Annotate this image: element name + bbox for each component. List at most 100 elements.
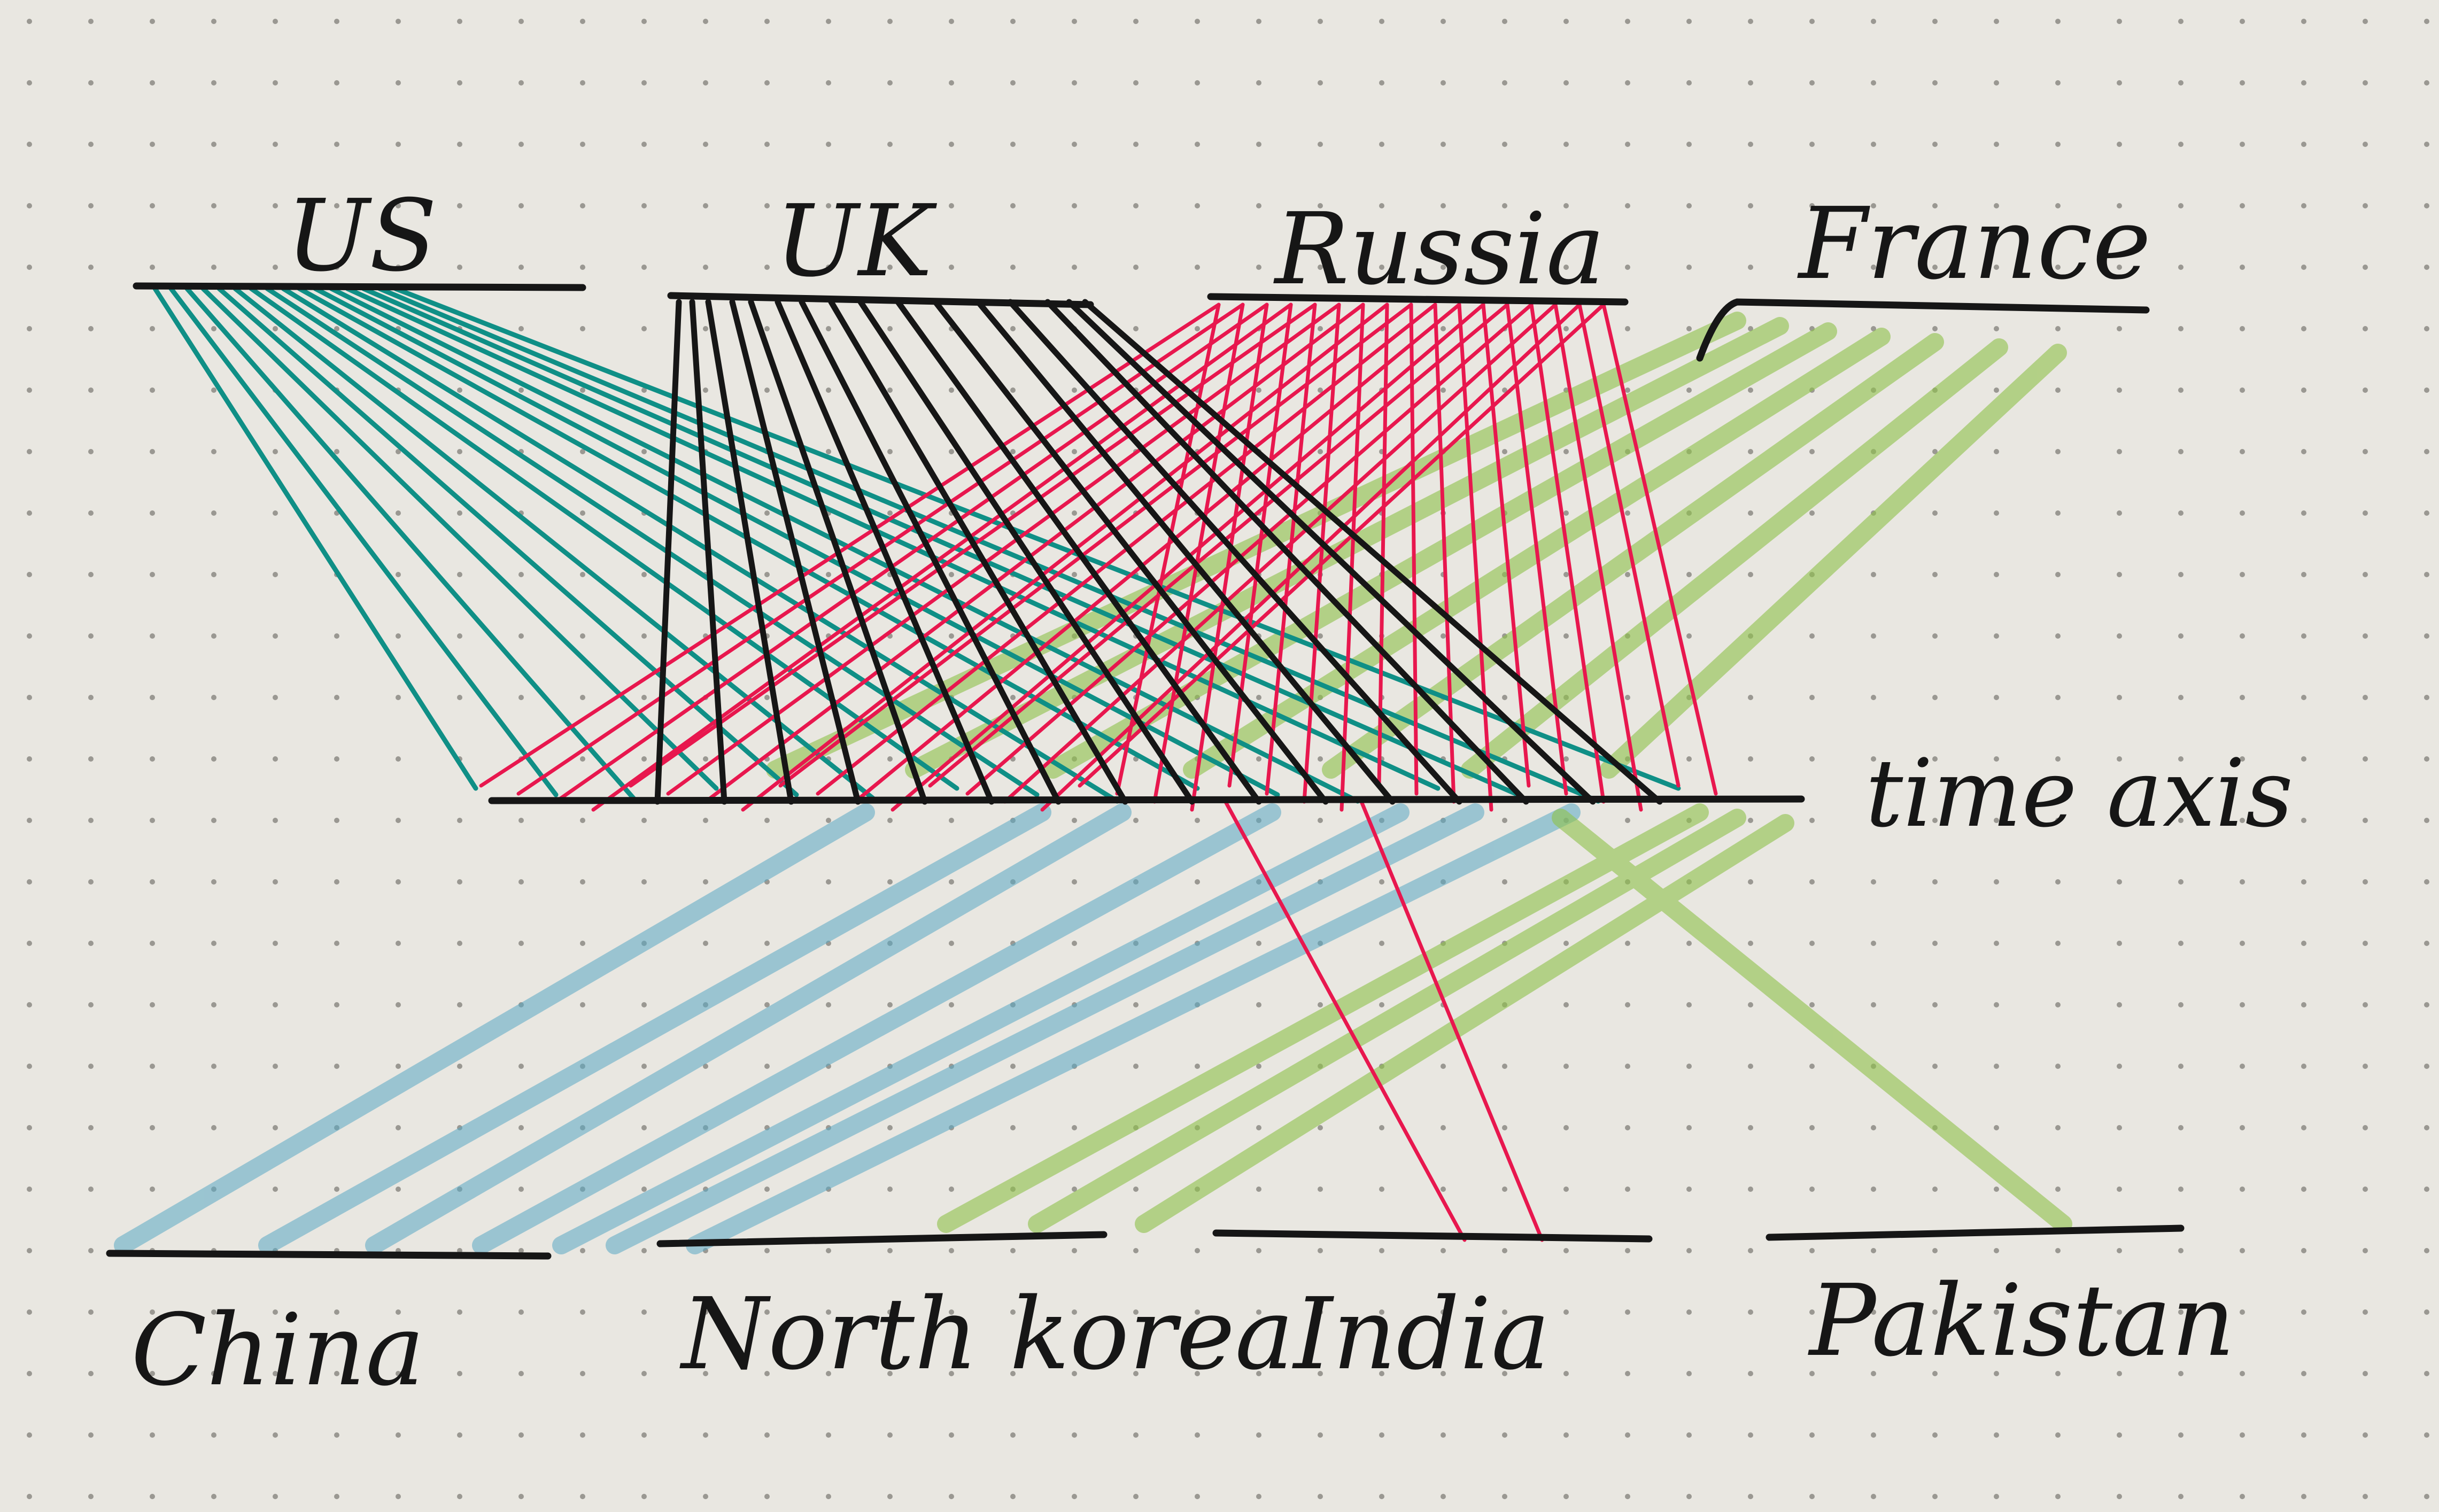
grid-dot: [1502, 80, 1507, 86]
grid-dot: [1625, 142, 1630, 147]
grid-dot: [2055, 1371, 2061, 1376]
grid-dot: [2363, 1494, 2368, 1499]
grid-dot: [1994, 510, 1999, 516]
us-link: [152, 286, 478, 791]
grid-dot: [1625, 1187, 1630, 1192]
grid-dot: [641, 1248, 647, 1253]
grid-dot: [2363, 142, 2368, 147]
grid-dot: [1994, 142, 1999, 147]
grid-dot: [764, 387, 770, 393]
grid-dot: [518, 1125, 524, 1130]
grid-dot: [1932, 1494, 1938, 1499]
grid-dot: [1072, 142, 1077, 147]
grid-dot: [1809, 1432, 1815, 1438]
grid-dot: [518, 879, 524, 885]
grid-dot: [1686, 1002, 1692, 1007]
grid-dot: [887, 142, 893, 147]
grid-dot: [334, 203, 339, 208]
grid-dot: [1625, 1494, 1630, 1499]
grid-dot: [2055, 265, 2061, 270]
grid-dot: [1441, 1309, 1446, 1315]
uk-link: [1044, 299, 1529, 805]
grid-dot: [1871, 756, 1876, 762]
grid-dot: [211, 142, 216, 147]
grid-dot: [949, 387, 954, 393]
grid-dot: [334, 941, 339, 946]
grid-dot: [396, 265, 401, 270]
grid-dot: [2363, 633, 2368, 639]
grid-dot: [1195, 1309, 1200, 1315]
grid-dot: [27, 572, 32, 577]
grid-dot: [1563, 1309, 1569, 1315]
grid-dot: [1318, 1371, 1323, 1376]
grid-dot: [949, 1309, 954, 1315]
grid-dot: [1625, 1248, 1630, 1253]
grid-dot: [1318, 142, 1323, 147]
grid-dot: [580, 1309, 585, 1315]
us-baseline: [133, 282, 586, 291]
grid-dot: [641, 879, 647, 885]
grid-dot: [1994, 941, 1999, 946]
grid-dot: [887, 80, 893, 86]
grid-dot: [1379, 1248, 1384, 1253]
grid-dot: [1502, 203, 1507, 208]
grid-dot: [211, 879, 216, 885]
grid-dot: [1072, 1494, 1077, 1499]
grid-dot: [457, 879, 462, 885]
grid-dot: [1379, 1494, 1384, 1499]
grid-dot: [580, 633, 585, 639]
us-link: [393, 286, 1681, 791]
grid-dot: [1441, 326, 1446, 331]
grid-dot: [334, 1494, 339, 1499]
grid-dot: [1133, 19, 1139, 24]
grid-dot: [211, 80, 216, 86]
china-link: [365, 803, 1132, 1254]
grid-dot: [1871, 142, 1876, 147]
grid-dot: [1871, 941, 1876, 946]
grid-dot: [273, 879, 278, 885]
grid-dot: [211, 1125, 216, 1130]
grid-dot: [457, 449, 462, 454]
grid-dot: [1871, 1248, 1876, 1253]
grid-dot: [1441, 142, 1446, 147]
grid-dot: [2055, 818, 2061, 823]
grid-dot: [334, 1064, 339, 1069]
grid-dot: [887, 449, 893, 454]
grid-dot: [27, 1248, 32, 1253]
grid-dot: [396, 879, 401, 885]
grid-dot: [2301, 1371, 2306, 1376]
france-north-korea-link: [937, 803, 1709, 1233]
grid-dot: [211, 326, 216, 331]
grid-dot: [641, 695, 647, 700]
grid-dot: [1686, 1248, 1692, 1253]
grid-dot: [27, 449, 32, 454]
grid-dot: [2301, 1432, 2306, 1438]
grid-dot: [887, 19, 893, 24]
grid-dot: [150, 203, 155, 208]
grid-dot: [88, 818, 94, 823]
grid-dot: [580, 818, 585, 823]
russia-link: [1529, 303, 1606, 804]
grid-dot: [273, 449, 278, 454]
grid-dot: [1932, 818, 1938, 823]
china-link: [258, 803, 1051, 1254]
grid-dot: [2301, 818, 2306, 823]
grid-dot: [273, 142, 278, 147]
grid-dot: [887, 1002, 893, 1007]
grid-dot: [1072, 387, 1077, 393]
grid-dot: [518, 80, 524, 86]
grid-dot: [826, 203, 831, 208]
grid-dot: [1563, 941, 1569, 946]
grid-dot: [1686, 80, 1692, 86]
us-link: [200, 286, 719, 791]
grid-dot: [1994, 818, 1999, 823]
grid-dot: [27, 1125, 32, 1130]
grid-dot: [1748, 1002, 1753, 1007]
grid-dot: [764, 818, 770, 823]
grid-dot: [1994, 265, 1999, 270]
grid-dot: [826, 1002, 831, 1007]
grid-dot: [2178, 572, 2184, 577]
grid-dot: [1625, 510, 1630, 516]
grid-dot: [764, 19, 770, 24]
grid-dot: [334, 695, 339, 700]
